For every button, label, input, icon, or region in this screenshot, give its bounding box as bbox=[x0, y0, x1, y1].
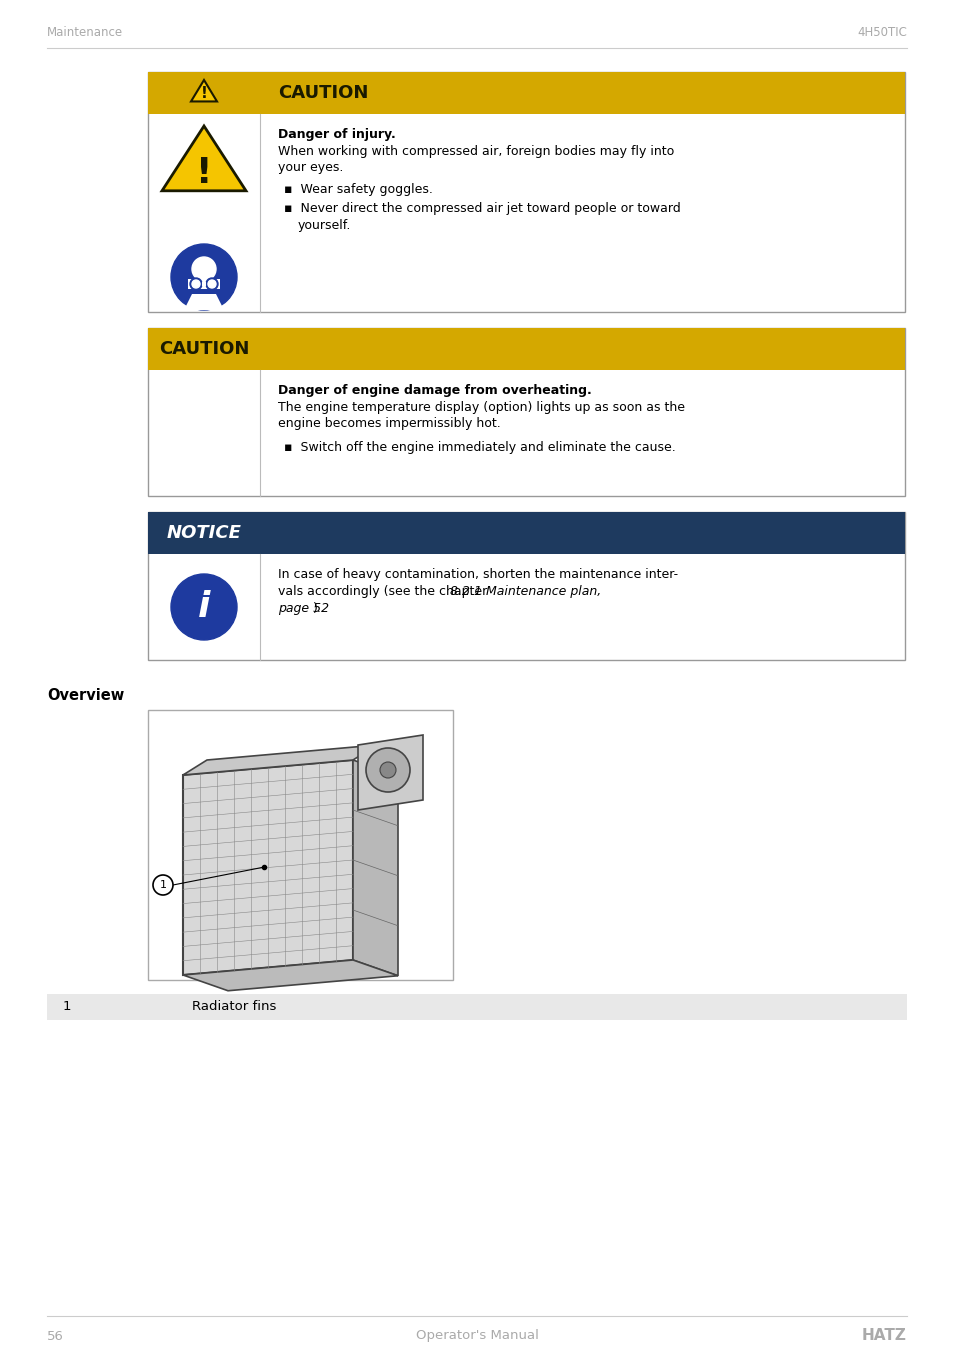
Text: ▪  Wear safety goggles.: ▪ Wear safety goggles. bbox=[284, 183, 433, 196]
Polygon shape bbox=[183, 760, 353, 975]
FancyBboxPatch shape bbox=[148, 328, 904, 496]
Text: Maintenance: Maintenance bbox=[47, 27, 123, 39]
Text: your eyes.: your eyes. bbox=[277, 161, 343, 175]
Polygon shape bbox=[357, 735, 422, 810]
FancyBboxPatch shape bbox=[148, 72, 904, 114]
Text: In case of heavy contamination, shorten the maintenance inter-: In case of heavy contamination, shorten … bbox=[277, 567, 678, 581]
Polygon shape bbox=[183, 745, 376, 774]
Circle shape bbox=[206, 278, 218, 290]
Text: 8.2.1 Maintenance plan,: 8.2.1 Maintenance plan, bbox=[449, 585, 600, 598]
Text: ).: ). bbox=[313, 603, 322, 615]
Text: engine becomes impermissibly hot.: engine becomes impermissibly hot. bbox=[277, 417, 500, 431]
Circle shape bbox=[171, 574, 236, 640]
Text: !: ! bbox=[200, 87, 207, 102]
Text: The engine temperature display (option) lights up as soon as the: The engine temperature display (option) … bbox=[277, 401, 684, 414]
Circle shape bbox=[152, 875, 172, 895]
Polygon shape bbox=[183, 960, 397, 991]
Polygon shape bbox=[353, 760, 397, 976]
Polygon shape bbox=[191, 80, 216, 102]
Text: Danger of injury.: Danger of injury. bbox=[277, 129, 395, 141]
Text: i: i bbox=[197, 590, 210, 624]
Text: CAUTION: CAUTION bbox=[158, 340, 249, 357]
FancyBboxPatch shape bbox=[148, 709, 453, 980]
Text: Danger of engine damage from overheating.: Danger of engine damage from overheating… bbox=[277, 385, 591, 397]
Circle shape bbox=[208, 280, 215, 288]
Circle shape bbox=[379, 762, 395, 779]
Polygon shape bbox=[162, 126, 246, 191]
Text: ▪  Switch off the engine immediately and eliminate the cause.: ▪ Switch off the engine immediately and … bbox=[284, 441, 675, 454]
Text: ▪  Never direct the compressed air jet toward people or toward: ▪ Never direct the compressed air jet to… bbox=[284, 202, 680, 215]
Text: 1: 1 bbox=[63, 1001, 71, 1014]
Text: Overview: Overview bbox=[47, 688, 124, 703]
Circle shape bbox=[192, 280, 200, 288]
FancyBboxPatch shape bbox=[148, 72, 904, 311]
Circle shape bbox=[366, 747, 410, 792]
Text: HATZ: HATZ bbox=[862, 1328, 906, 1343]
Text: Operator's Manual: Operator's Manual bbox=[416, 1330, 537, 1343]
FancyBboxPatch shape bbox=[148, 328, 904, 370]
Text: 56: 56 bbox=[47, 1330, 64, 1343]
FancyBboxPatch shape bbox=[188, 279, 220, 288]
FancyBboxPatch shape bbox=[148, 512, 904, 659]
FancyBboxPatch shape bbox=[202, 282, 206, 286]
Text: yourself.: yourself. bbox=[297, 219, 351, 232]
Circle shape bbox=[190, 278, 202, 290]
Text: !: ! bbox=[195, 156, 212, 190]
FancyBboxPatch shape bbox=[47, 994, 906, 1020]
Text: vals accordingly (see the chapter: vals accordingly (see the chapter bbox=[277, 585, 491, 598]
Text: CAUTION: CAUTION bbox=[277, 84, 368, 102]
Text: NOTICE: NOTICE bbox=[167, 524, 241, 542]
Circle shape bbox=[192, 257, 215, 282]
Text: 1: 1 bbox=[159, 880, 167, 890]
Text: When working with compressed air, foreign bodies may fly into: When working with compressed air, foreig… bbox=[277, 145, 674, 158]
FancyBboxPatch shape bbox=[148, 512, 904, 554]
Circle shape bbox=[171, 244, 236, 310]
Text: 4H50TIC: 4H50TIC bbox=[856, 27, 906, 39]
Polygon shape bbox=[184, 294, 224, 310]
Text: Radiator fins: Radiator fins bbox=[192, 1001, 276, 1014]
Text: page 52: page 52 bbox=[277, 603, 329, 615]
